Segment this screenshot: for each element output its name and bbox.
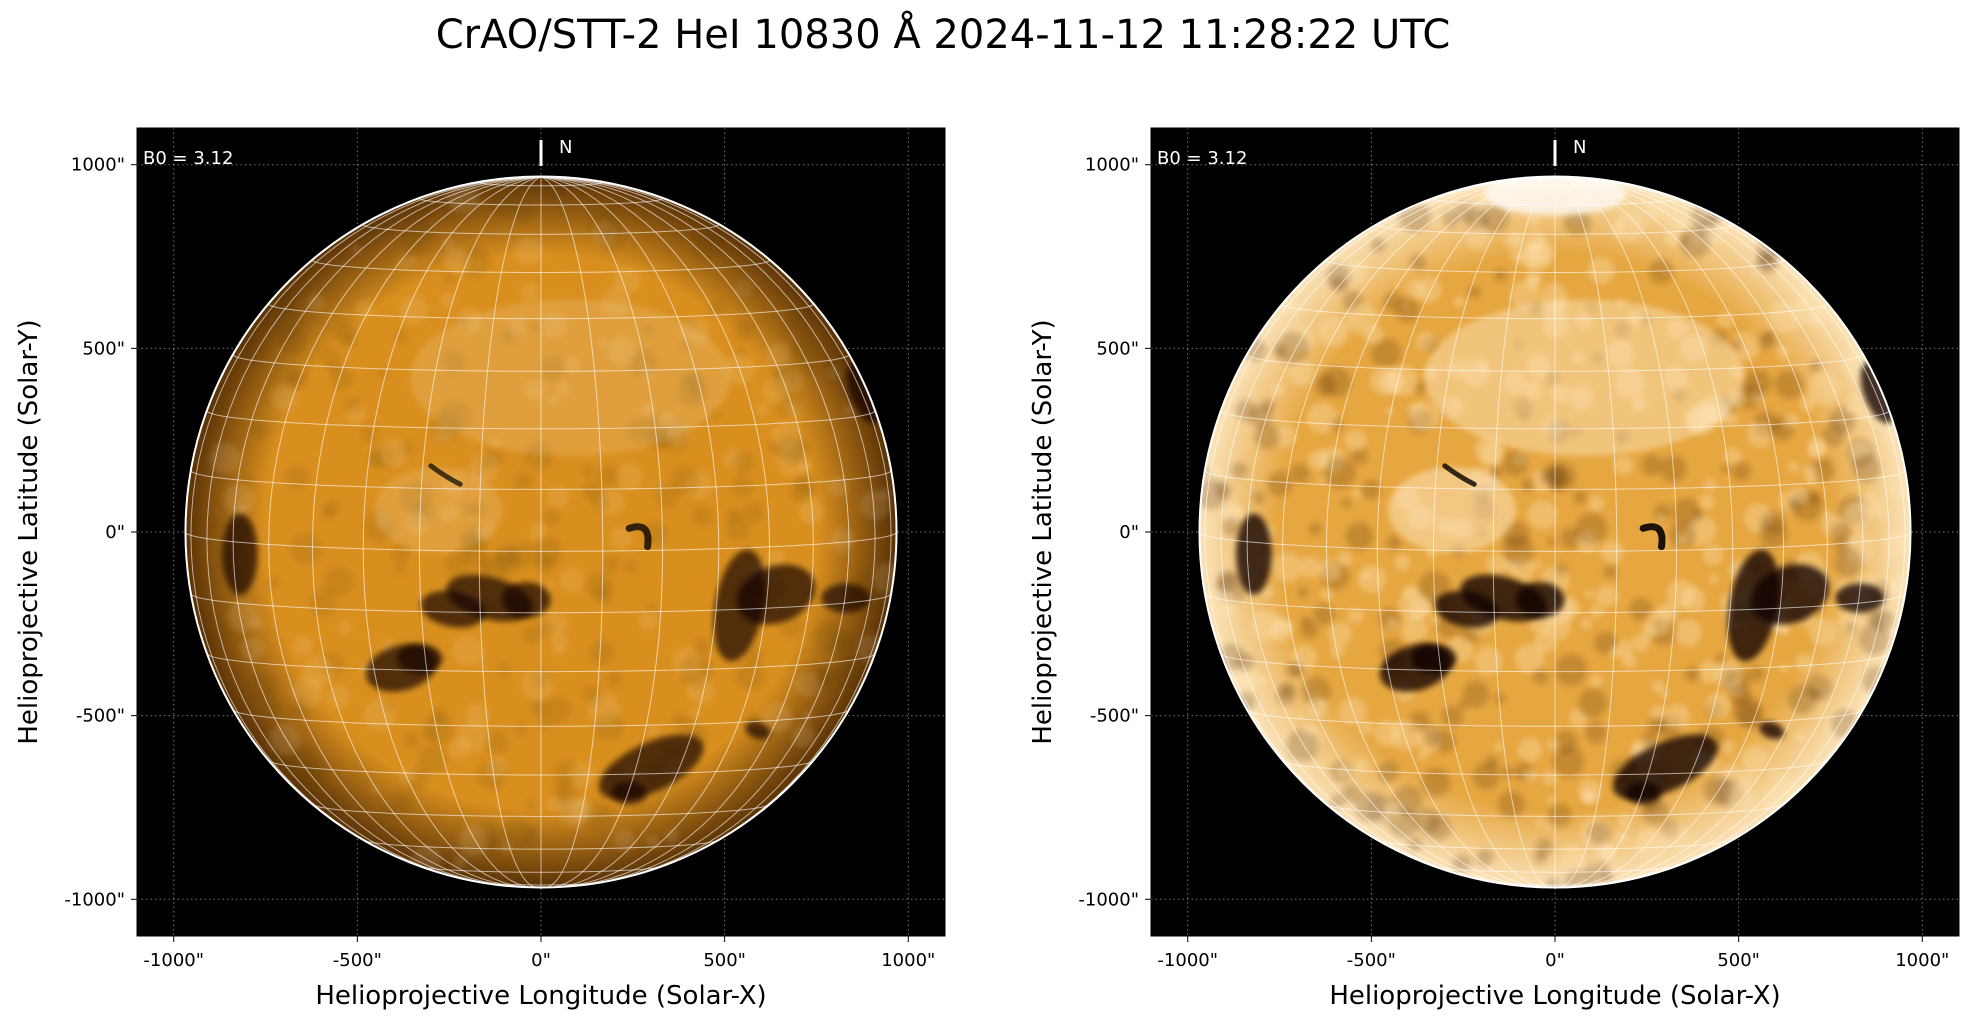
heliographic-grid [1199, 176, 1911, 888]
x-tick-label: -500" [1347, 950, 1396, 971]
x-tick-label: 0" [531, 950, 551, 971]
y-tick-label: 500" [1096, 338, 1139, 359]
x-tick-label: -1000" [143, 950, 204, 971]
y-tick-label: -500" [76, 706, 125, 727]
y-tick-label: 1000" [71, 155, 125, 176]
solar-limb [184, 175, 898, 889]
disk-texture [206, 176, 897, 888]
y-tick-label: 500" [82, 338, 125, 359]
x-axis-label: Helioprojective Longitude (Solar-X) [315, 981, 766, 1011]
x-axis-label: Helioprojective Longitude (Solar-X) [1329, 981, 1780, 1011]
y-axis-label: Helioprojective Latitude (Solar-Y) [14, 319, 44, 744]
y-tick-label: -500" [1090, 706, 1139, 727]
x-tick-label: -500" [333, 950, 382, 971]
x-tick-label: 1000" [1895, 950, 1949, 971]
y-tick-label: 0" [105, 522, 125, 543]
x-tick-label: 0" [1545, 950, 1565, 971]
x-tick-label: 1000" [881, 950, 935, 971]
heliographic-grid [185, 176, 897, 888]
y-tick-label: -1000" [1078, 889, 1139, 910]
b0-annotation: B0 = 3.12 [1157, 148, 1247, 169]
y-tick-label: 1000" [1085, 155, 1139, 176]
x-tick-label: 500" [1717, 950, 1760, 971]
y-tick-label: 0" [1119, 522, 1139, 543]
y-axis-label: Helioprojective Latitude (Solar-Y) [1028, 319, 1058, 744]
north-label: N [1573, 137, 1586, 158]
north-label: N [559, 137, 572, 158]
b0-annotation: B0 = 3.12 [143, 148, 233, 169]
y-tick-label: -1000" [64, 889, 125, 910]
figure-title: CrAO/STT-2 HeI 10830 Å 2024-11-12 11:28:… [435, 12, 1451, 58]
x-tick-label: 500" [703, 950, 746, 971]
disk-texture [1199, 176, 1911, 888]
solar-limb [1198, 175, 1912, 889]
x-tick-label: -1000" [1157, 950, 1218, 971]
